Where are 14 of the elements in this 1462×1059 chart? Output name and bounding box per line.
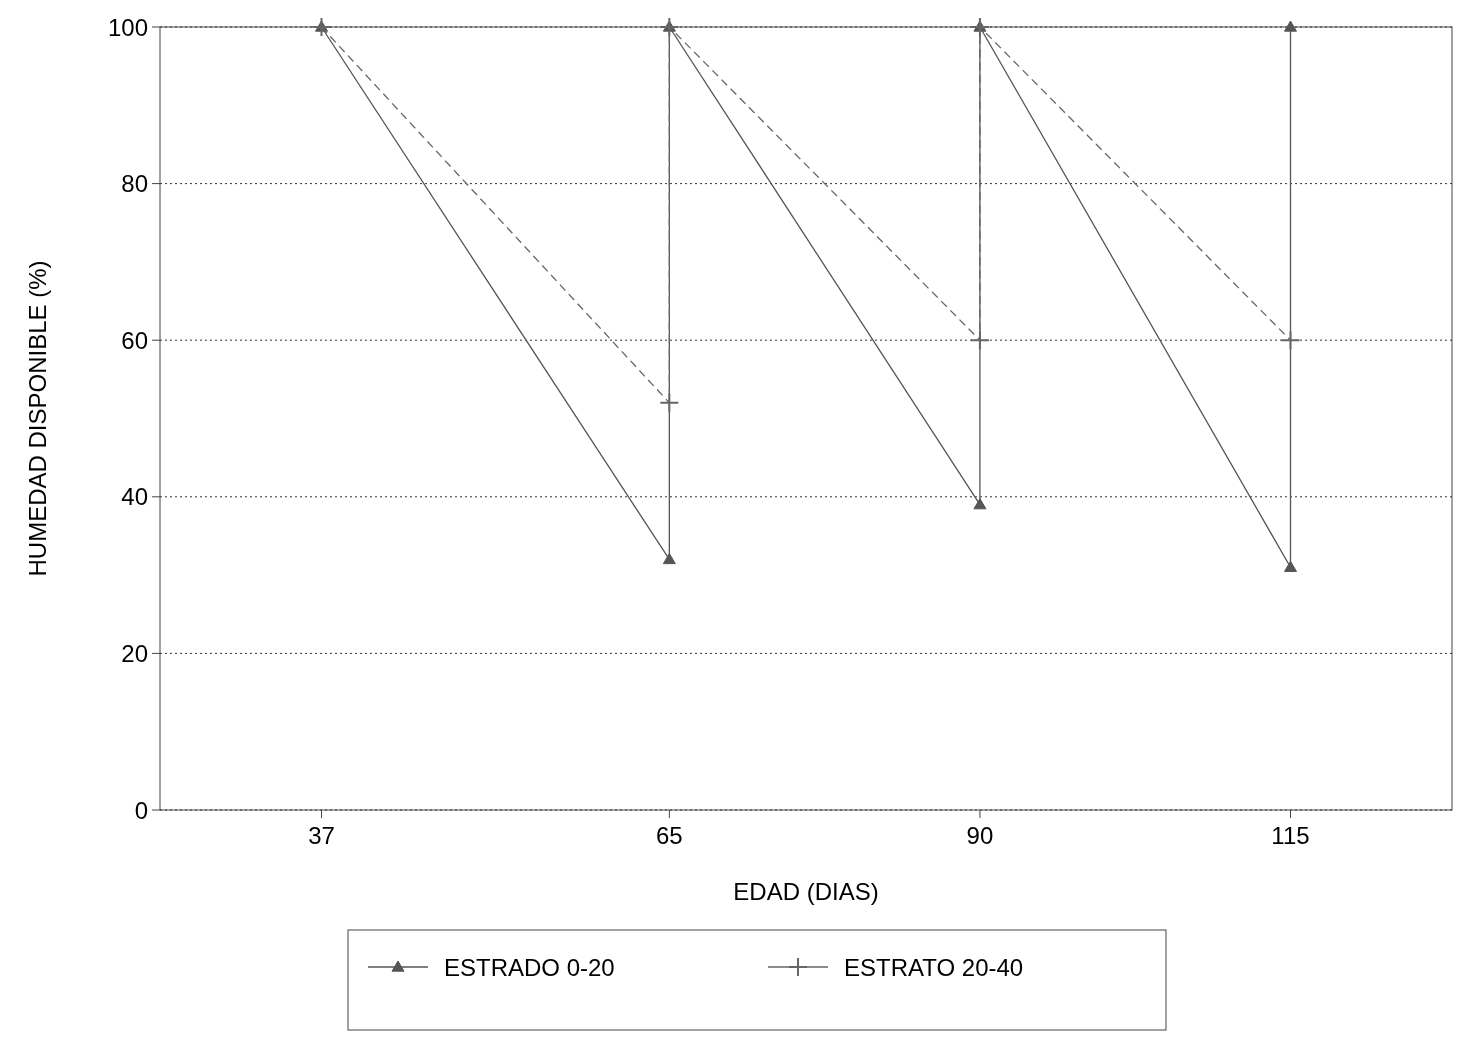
- y-tick-label: 20: [121, 639, 148, 667]
- legend-label: ESTRADO 0-20: [444, 953, 615, 981]
- x-tick-label: 65: [655, 822, 683, 849]
- x-tick-label: 115: [1271, 822, 1310, 849]
- x-tick-label: 90: [966, 822, 994, 849]
- x-tick-label: 37: [308, 822, 335, 849]
- x-axis-title: EDAD (DIAS): [733, 878, 879, 905]
- y-tick-label: 100: [107, 13, 148, 41]
- y-tick-label: 60: [121, 326, 148, 354]
- y-tick-label: 40: [121, 483, 148, 511]
- y-tick-label: 80: [121, 170, 148, 198]
- y-tick-label: 0: [134, 796, 148, 824]
- legend-label: ESTRATO 20-40: [844, 953, 1024, 981]
- y-axis-title: HUMEDAD DISPONIBLE (%): [24, 260, 51, 577]
